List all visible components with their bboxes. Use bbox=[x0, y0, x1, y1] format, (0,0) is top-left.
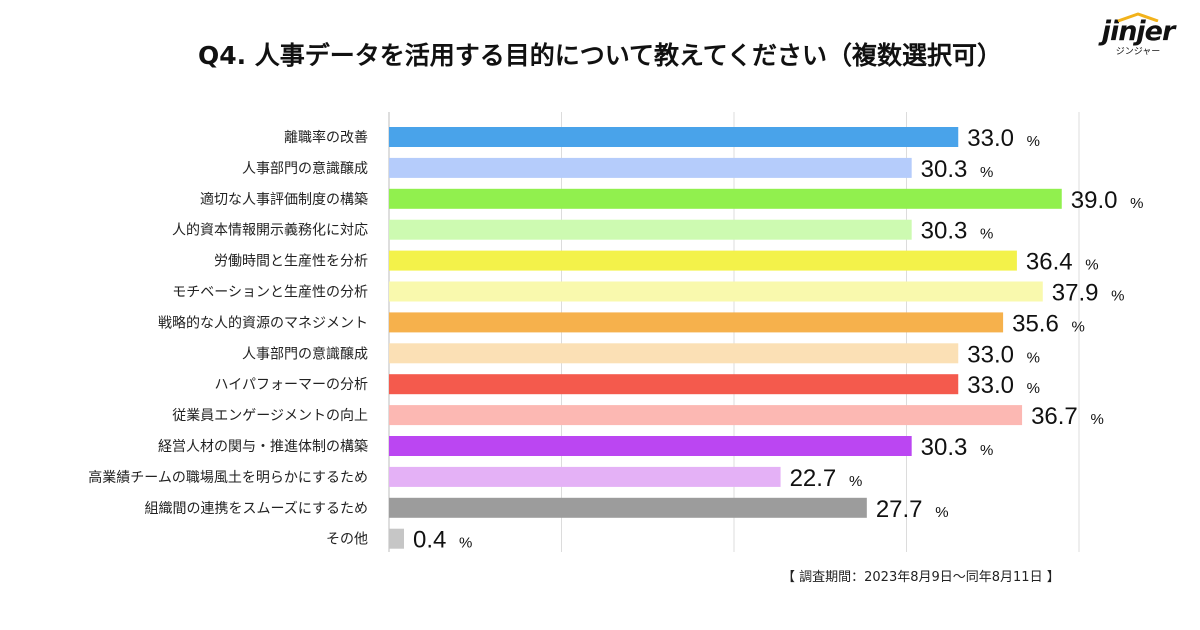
data-label: 36.4 bbox=[1026, 249, 1073, 276]
unit-label: % bbox=[935, 504, 948, 521]
data-label: 39.0 bbox=[1071, 187, 1118, 214]
unit-label: % bbox=[1027, 133, 1040, 150]
bar bbox=[389, 188, 1062, 209]
bar bbox=[389, 497, 867, 518]
bar bbox=[389, 528, 404, 549]
unit-label: % bbox=[1027, 380, 1040, 397]
category-label: モチベーションと生産性の分析 bbox=[172, 285, 368, 301]
bar bbox=[389, 466, 781, 487]
bar bbox=[389, 405, 1023, 426]
bar bbox=[389, 250, 1017, 271]
category-label: 人事部門の意識醸成 bbox=[242, 345, 368, 362]
data-label: 33.0 bbox=[967, 341, 1014, 368]
category-label: 人的資本情報開示義務化に対応 bbox=[172, 222, 368, 239]
category-label: 組織間の連携をスムーズにするため bbox=[145, 501, 368, 517]
data-label: 30.3 bbox=[921, 218, 968, 245]
category-label: 経営人材の関与・推進体制の構築 bbox=[158, 439, 368, 455]
survey-period-note: 【 調査期間：2023年8月9日〜同年8月11日 】 bbox=[782, 570, 1060, 585]
unit-label: % bbox=[1130, 195, 1143, 212]
data-label: 35.6 bbox=[1012, 310, 1059, 337]
data-label: 33.0 bbox=[967, 372, 1014, 399]
unit-label: % bbox=[1111, 288, 1124, 305]
unit-label: % bbox=[1090, 411, 1103, 428]
jinjer-logo: jinjer ジンジャー bbox=[1088, 12, 1188, 68]
unit-label: % bbox=[1071, 318, 1084, 335]
data-label: 30.3 bbox=[921, 156, 968, 183]
unit-label: % bbox=[980, 164, 993, 181]
category-label: 戦略的な人的資源のマネジメント bbox=[158, 315, 368, 331]
category-label: 適切な人事評価制度の構築 bbox=[200, 191, 368, 208]
bar bbox=[389, 374, 959, 395]
category-label: 労働時間と生産性を分析 bbox=[214, 254, 368, 270]
bar bbox=[389, 343, 959, 364]
data-label: 36.7 bbox=[1031, 403, 1078, 430]
unit-label: % bbox=[980, 226, 993, 243]
bar bbox=[389, 281, 1043, 302]
data-label: 22.7 bbox=[790, 465, 837, 492]
unit-label: % bbox=[459, 535, 472, 552]
unit-label: % bbox=[980, 442, 993, 459]
bar bbox=[389, 219, 912, 240]
category-label: 高業績チームの職場風土を明らかにするため bbox=[88, 469, 368, 486]
logo-roof-icon bbox=[1117, 12, 1159, 22]
unit-label: % bbox=[849, 473, 862, 490]
category-label: ハイパフォーマーの分析 bbox=[215, 377, 368, 393]
bar bbox=[389, 157, 912, 178]
bar bbox=[389, 127, 959, 147]
category-label: その他 bbox=[326, 532, 368, 548]
data-label: 30.3 bbox=[921, 434, 968, 461]
category-label: 人事部門の意識醸成 bbox=[242, 160, 368, 177]
unit-label: % bbox=[1085, 257, 1098, 274]
unit-label: % bbox=[1027, 349, 1040, 366]
category-label: 従業員エンゲージメントの向上 bbox=[172, 408, 368, 424]
data-label: 27.7 bbox=[876, 496, 923, 523]
data-label: 0.4 bbox=[413, 527, 446, 554]
bar bbox=[389, 436, 912, 456]
logo-subtitle: ジンジャー bbox=[1115, 47, 1161, 57]
bar bbox=[389, 312, 1004, 333]
logo-wordmark: jinjer bbox=[1101, 16, 1176, 47]
category-label: 離職率の改善 bbox=[284, 129, 368, 146]
data-label: 33.0 bbox=[967, 125, 1014, 152]
data-label: 37.9 bbox=[1052, 280, 1099, 307]
chart-title: Q4. 人事データを活用する目的について教えてください（複数選択可） bbox=[197, 41, 1003, 70]
